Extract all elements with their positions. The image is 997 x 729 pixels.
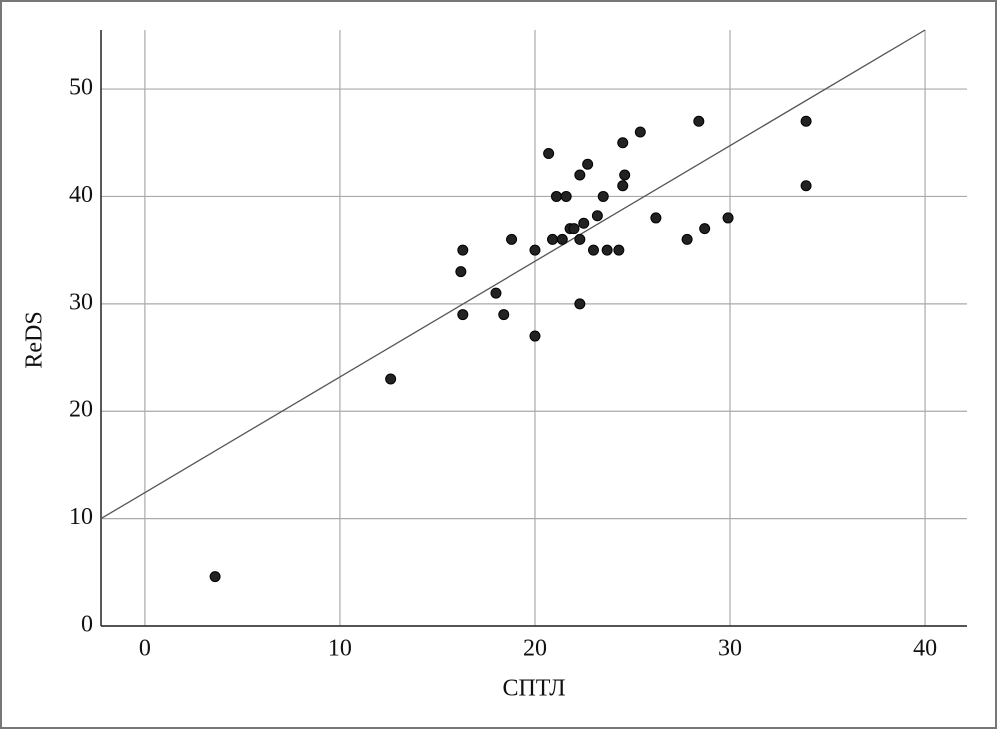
point	[385, 373, 397, 385]
point	[560, 190, 572, 202]
point	[617, 180, 629, 192]
point	[800, 115, 812, 127]
point	[568, 223, 580, 235]
y-tick-label: 50	[69, 75, 93, 101]
point	[455, 266, 467, 278]
y-tick-label: 30	[69, 289, 93, 315]
point	[587, 244, 599, 256]
y-tick-label: 10	[69, 504, 93, 530]
point	[529, 330, 541, 342]
point	[547, 233, 559, 245]
point	[650, 212, 662, 224]
point	[506, 233, 518, 245]
x-tick-label: 30	[718, 636, 742, 662]
point	[591, 210, 603, 222]
x-tick-label: 0	[139, 636, 151, 662]
point	[556, 233, 568, 245]
point	[578, 217, 590, 229]
y-tick-label: 0	[81, 612, 93, 638]
x-tick-label: 40	[913, 636, 937, 662]
point	[601, 244, 613, 256]
point	[457, 244, 469, 256]
x-tick-label: 10	[328, 636, 352, 662]
point	[699, 223, 711, 235]
y-axis-label: ReDS	[22, 311, 48, 368]
x-axis-label: СПТЛ	[502, 676, 565, 702]
point	[529, 244, 541, 256]
point	[619, 169, 631, 181]
point	[693, 115, 705, 127]
point	[597, 190, 609, 202]
point	[574, 233, 586, 245]
point	[490, 287, 502, 299]
point	[722, 212, 734, 224]
point	[550, 190, 562, 202]
point	[617, 137, 629, 149]
point	[498, 309, 510, 321]
point	[574, 298, 586, 310]
y-tick-label: 40	[69, 182, 93, 208]
point	[574, 169, 586, 181]
x-tick-label: 20	[523, 636, 547, 662]
point	[457, 309, 469, 321]
point	[209, 571, 221, 583]
point	[543, 147, 555, 159]
point	[613, 244, 625, 256]
point	[582, 158, 594, 170]
trend-line	[100, 29, 926, 520]
y-tick-label: 20	[69, 397, 93, 423]
point	[634, 126, 646, 138]
point	[800, 180, 812, 192]
point	[681, 233, 693, 245]
